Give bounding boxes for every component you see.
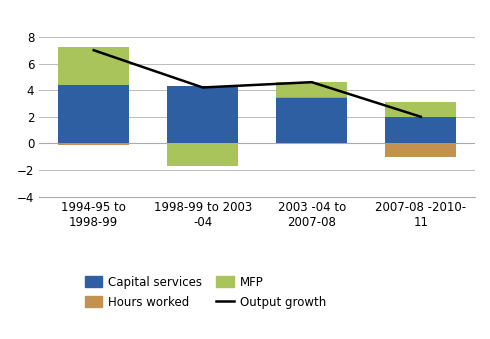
Legend: Capital services, Hours worked, MFP, Output growth: Capital services, Hours worked, MFP, Out… bbox=[80, 271, 331, 313]
Bar bbox=[167, 86, 238, 143]
Bar bbox=[276, 97, 347, 98]
Bar bbox=[276, 98, 347, 143]
Bar bbox=[385, 143, 456, 157]
Bar bbox=[167, 143, 238, 166]
Bar bbox=[276, 82, 347, 97]
Bar bbox=[58, 47, 129, 85]
Bar bbox=[58, 143, 129, 145]
Bar bbox=[385, 117, 456, 143]
Bar bbox=[385, 102, 456, 117]
Bar bbox=[58, 85, 129, 143]
